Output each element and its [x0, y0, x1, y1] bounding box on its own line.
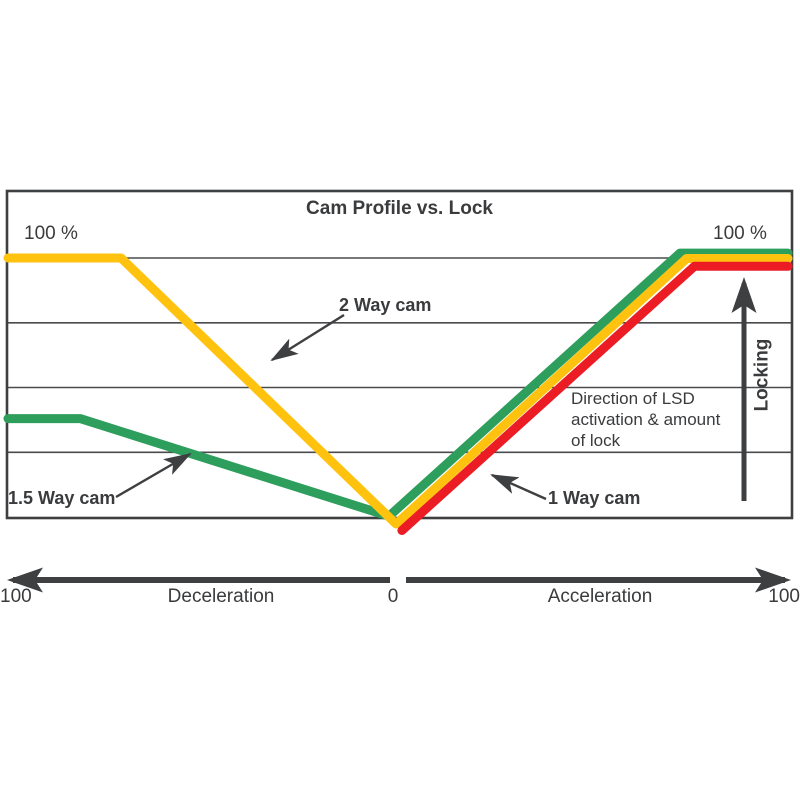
one-five-way-cam-arrow — [115, 452, 192, 499]
x-axis-acceleration-label: Acceleration — [547, 586, 653, 607]
series-layer — [3, 248, 793, 535]
series-2-way-cam — [3, 253, 793, 529]
x-tick-accel-100: 100 — [768, 586, 800, 607]
lsd-direction-note: Direction of LSD activation & amount of … — [571, 389, 721, 450]
plot-frame — [5, 189, 794, 520]
chart-title: Cam Profile vs. Lock — [306, 198, 493, 219]
one-way-cam-arrow — [490, 473, 547, 501]
series-1-way-cam — [397, 261, 793, 535]
x-tick-zero: 0 — [387, 586, 399, 607]
two-way-cam-label: 2 Way cam — [339, 295, 432, 315]
one-five-way-cam-label: 1.5 Way cam — [8, 488, 116, 508]
x-axis-deceleration-label: Deceleration — [167, 586, 275, 607]
locking-axis-label: Locking — [751, 338, 773, 412]
gridlines-layer — [8, 257, 791, 454]
y-max-label-left: 100 % — [24, 223, 78, 244]
one-way-cam-label: 1 Way cam — [548, 488, 641, 508]
x-tick-decel-100: 100 — [0, 586, 32, 607]
annotation-arrows — [115, 277, 757, 501]
y-max-label-right: 100 % — [713, 223, 767, 244]
two-way-cam-arrow — [270, 313, 345, 362]
